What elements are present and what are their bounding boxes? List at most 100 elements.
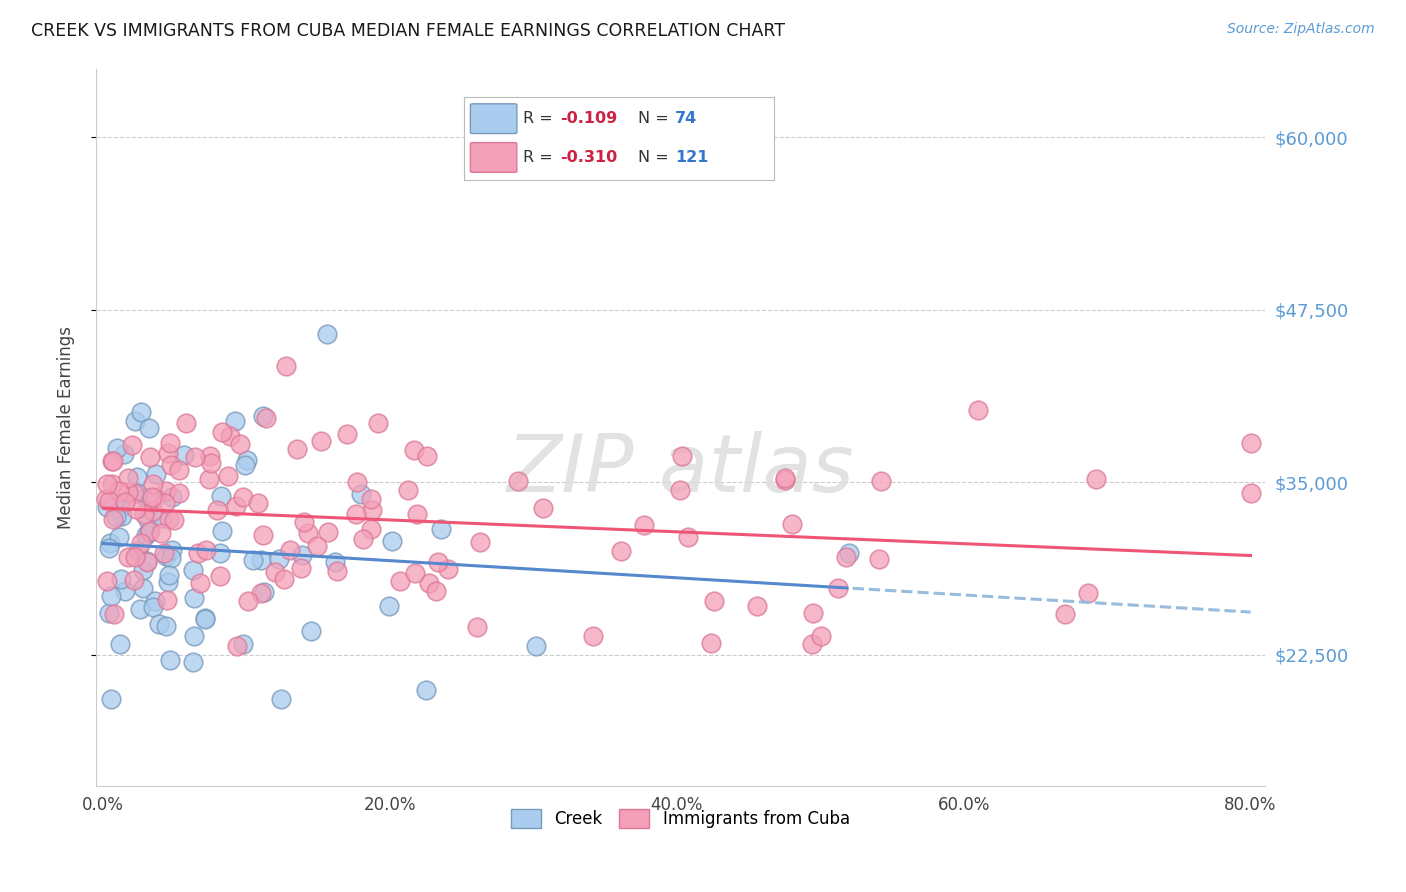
Point	[110, 500, 132, 515]
Point	[381, 533, 404, 548]
Point	[143, 491, 166, 506]
Point	[404, 566, 426, 581]
Point	[292, 515, 315, 529]
Point	[169, 486, 191, 500]
Point	[127, 544, 149, 558]
Point	[114, 495, 136, 509]
Point	[415, 449, 437, 463]
Point	[139, 524, 162, 538]
Point	[703, 594, 725, 608]
Point	[108, 530, 131, 544]
Point	[426, 555, 449, 569]
Point	[148, 616, 170, 631]
Point	[219, 429, 242, 443]
Point	[238, 594, 260, 608]
Point	[160, 551, 183, 566]
Point	[100, 453, 122, 467]
Point	[97, 494, 120, 508]
Point	[198, 472, 221, 486]
Point	[135, 527, 157, 541]
Point	[138, 421, 160, 435]
Point	[211, 425, 233, 439]
Point	[290, 561, 312, 575]
Point	[360, 491, 382, 506]
Point	[162, 543, 184, 558]
Point	[610, 543, 633, 558]
Point	[150, 511, 173, 525]
Point	[181, 563, 204, 577]
Point	[273, 572, 295, 586]
Point	[112, 447, 135, 461]
Point	[111, 509, 134, 524]
Point	[316, 524, 339, 539]
Point	[506, 474, 529, 488]
Point	[465, 620, 488, 634]
Point	[135, 491, 157, 505]
Point	[309, 434, 332, 448]
Point	[315, 326, 337, 341]
Point	[128, 601, 150, 615]
Point	[94, 491, 117, 506]
Point	[142, 599, 165, 614]
Point	[139, 450, 162, 465]
Point	[173, 449, 195, 463]
Point	[307, 539, 329, 553]
Point	[181, 655, 204, 669]
Point	[531, 500, 554, 515]
Point	[100, 589, 122, 603]
Point	[633, 518, 655, 533]
Point	[291, 548, 314, 562]
Point	[402, 443, 425, 458]
Point	[136, 555, 159, 569]
Point	[396, 483, 419, 497]
Point	[209, 489, 232, 503]
Point	[211, 524, 233, 538]
Point	[142, 477, 165, 491]
Point	[159, 436, 181, 450]
Point	[242, 553, 264, 567]
Point	[699, 636, 721, 650]
Point	[1239, 485, 1261, 500]
Point	[159, 458, 181, 472]
Point	[801, 637, 824, 651]
Point	[250, 553, 273, 567]
Point	[138, 512, 160, 526]
Point	[1077, 586, 1099, 600]
Point	[129, 405, 152, 419]
Point	[378, 599, 401, 613]
Point	[208, 545, 231, 559]
Point	[136, 554, 159, 568]
Point	[96, 500, 118, 515]
Point	[110, 573, 132, 587]
Point	[141, 490, 163, 504]
Point	[101, 512, 124, 526]
Point	[132, 562, 155, 576]
Point	[810, 629, 832, 643]
Point	[247, 496, 270, 510]
Point	[671, 449, 693, 463]
Point	[100, 477, 122, 491]
Point	[344, 507, 367, 521]
Point	[835, 549, 858, 564]
Point	[278, 543, 301, 558]
Point	[217, 469, 239, 483]
Point	[270, 691, 292, 706]
Point	[229, 436, 252, 450]
Point	[145, 467, 167, 481]
Point	[187, 545, 209, 559]
Point	[108, 637, 131, 651]
Point	[233, 458, 256, 473]
Point	[249, 586, 271, 600]
Point	[157, 567, 180, 582]
Point	[254, 411, 277, 425]
Point	[360, 522, 382, 536]
Point	[134, 507, 156, 521]
Point	[103, 496, 125, 510]
Point	[205, 503, 228, 517]
Point	[98, 536, 121, 550]
Point	[236, 452, 259, 467]
Point	[780, 516, 803, 531]
Point	[142, 504, 165, 518]
Point	[183, 629, 205, 643]
Point	[1239, 435, 1261, 450]
